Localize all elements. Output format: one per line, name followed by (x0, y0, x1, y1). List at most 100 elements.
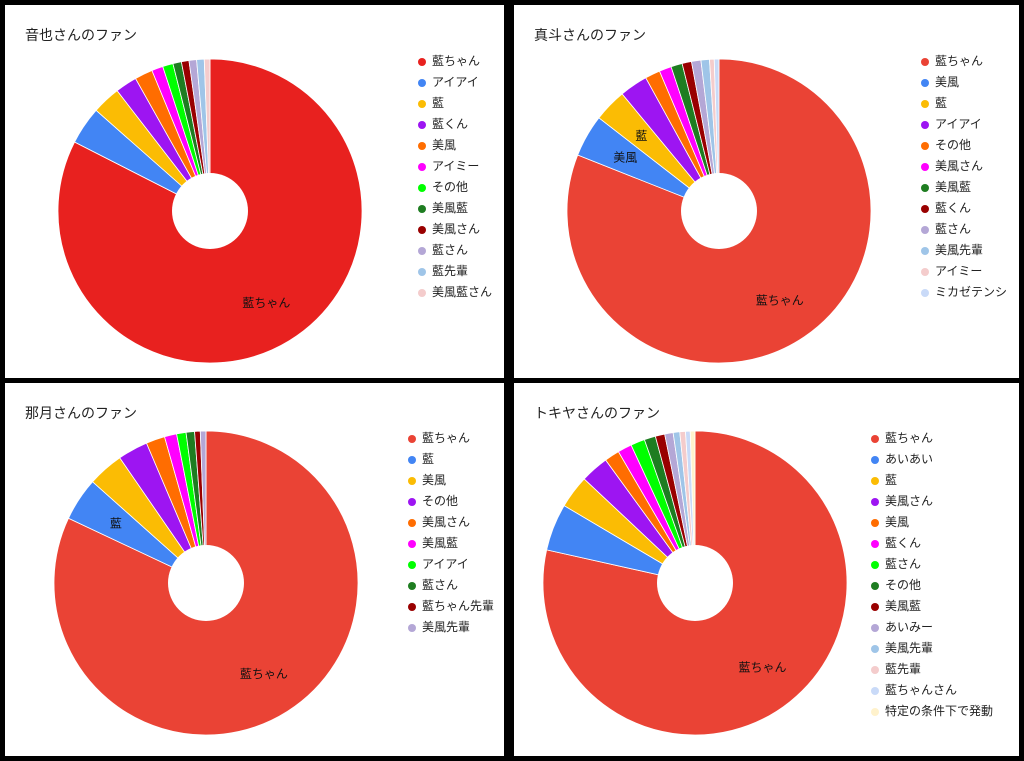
legend-item: アイアイ (408, 554, 494, 575)
legend-swatch (871, 602, 879, 611)
legend-item: 美風先輩 (921, 240, 1007, 261)
legend-swatch (408, 497, 416, 506)
legend-label: 藍さん (422, 578, 459, 592)
legend-item: 藍くん (871, 533, 993, 554)
legend-swatch (871, 497, 879, 506)
legend-swatch (921, 57, 929, 66)
legend-swatch (871, 434, 879, 443)
legend-swatch (418, 225, 426, 234)
legend-label: 藍さん (935, 222, 972, 236)
legend-item: 藍 (871, 470, 993, 491)
legend-item: 藍ちゃん先輩 (408, 596, 494, 617)
legend-item: 藍さん (408, 575, 494, 596)
legend-item: 美風先輩 (871, 638, 993, 659)
pie-chart: 藍ちゃん 藍 (53, 430, 359, 736)
legend-swatch (871, 455, 879, 464)
legend-item: 美風 (921, 72, 1007, 93)
legend-item: 美風藍 (408, 533, 494, 554)
pie-slice (713, 58, 720, 212)
legend-label: アイミー (432, 159, 480, 173)
legend-label: 美風先輩 (935, 243, 984, 257)
legend-item: 藍ちゃんさん (871, 680, 993, 701)
legend-item: その他 (408, 491, 494, 512)
legend-item: その他 (871, 575, 993, 596)
slice-label: 藍ちゃん (738, 660, 786, 674)
legend-swatch (408, 581, 416, 590)
pie-chart: 藍ちゃん 美風 藍 (566, 58, 872, 364)
legend-item: 美風さん (871, 491, 993, 512)
legend-label: その他 (432, 180, 469, 194)
legend-swatch (418, 162, 426, 171)
slice-label: 藍 (635, 129, 647, 143)
legend-swatch (418, 57, 426, 66)
legend-label: 藍くん (885, 536, 922, 550)
chart-panel-tokiya: トキヤさんのファン 藍ちゃん 藍ちゃん あいあい藍美風さん 美風 藍くん 藍さん その他美… (514, 383, 1019, 756)
legend-swatch (921, 246, 929, 255)
legend-swatch (871, 476, 879, 485)
pie-chart: 藍ちゃん (57, 58, 363, 364)
legend-item: その他 (418, 177, 492, 198)
legend-swatch (418, 141, 426, 150)
legend-label: 美風 (885, 515, 910, 529)
legend-item: 藍くん (418, 114, 492, 135)
legend-item: アイアイ (418, 72, 492, 93)
legend-item: 藍ちゃん (408, 428, 494, 449)
chart-panel-natsuki: 那月さんのファン 藍ちゃん藍 藍ちゃん藍美風 その他 美風さん 美風藍 アイアイ 藍さん藍… (5, 383, 504, 756)
pie-slice (57, 58, 363, 364)
legend-item: 美風さん (408, 512, 494, 533)
legend-label: 藍ちゃん (422, 431, 471, 445)
legend-label: 藍 (935, 96, 948, 110)
legend-label: アイミー (935, 264, 983, 278)
legend-label: 藍ちゃん (432, 54, 481, 68)
legend-swatch (921, 267, 929, 276)
legend-label: 藍さん (885, 557, 922, 571)
legend-label: 美風 (935, 75, 960, 89)
legend-item: 美風藍 (921, 177, 1007, 198)
legend-swatch (418, 120, 426, 129)
legend-label: 特定の条件下で発動 (885, 704, 994, 718)
slice-label: 藍ちゃん (242, 296, 290, 310)
legend-label: 藍さん (432, 243, 469, 257)
legend-swatch (871, 665, 879, 674)
legend-item: 美風 (418, 135, 492, 156)
legend-swatch (871, 560, 879, 569)
legend-label: ミカゼテンシ (935, 285, 1008, 299)
legend-label: 美風さん (422, 515, 471, 529)
legend-label: 美風さん (935, 159, 984, 173)
legend-label: 美風先輩 (422, 620, 471, 634)
legend-swatch (871, 623, 879, 632)
legend-swatch (871, 686, 879, 695)
legend-swatch (408, 539, 416, 548)
legend-item: 藍先輩 (418, 261, 492, 282)
legend-label: アイアイ (935, 117, 982, 131)
legend-swatch (408, 623, 416, 632)
legend-item: アイミー (418, 156, 492, 177)
legend-label: 美風 (422, 473, 447, 487)
donut-hole (172, 173, 248, 249)
legend-label: 美風藍 (422, 536, 459, 550)
legend-swatch (418, 246, 426, 255)
chart-panel-otoya: 音也さんのファン 藍ちゃん 藍ちゃん アイアイ藍藍くん 美風 アイミー その他 美風藍 美風… (5, 5, 504, 378)
chart-title: 那月さんのファン (25, 406, 137, 422)
chart-legend: 藍ちゃん アイアイ藍藍くん 美風 アイミー その他 美風藍 美風さん 藍さん 藍先輩 美風藍さん (418, 51, 492, 303)
pie-slice (542, 430, 848, 736)
legend-swatch (871, 707, 879, 716)
legend-label: 美風先輩 (885, 641, 934, 655)
slice-label: 藍 (110, 516, 122, 530)
slice-label: 藍ちゃん (756, 293, 804, 307)
legend-label: その他 (885, 578, 922, 592)
legend-item: 藍さん (418, 240, 492, 261)
legend-swatch (921, 162, 929, 171)
legend-label: 藍 (422, 452, 435, 466)
chart-title: トキヤさんのファン (534, 406, 660, 422)
legend-item: 美風先輩 (408, 617, 494, 638)
legend-swatch (418, 99, 426, 108)
legend-label: 美風 (432, 138, 457, 152)
legend-label: 藍くん (432, 117, 469, 131)
pie-slice (199, 430, 207, 584)
legend-swatch (418, 78, 426, 87)
legend-label: アイアイ (432, 75, 479, 89)
legend-swatch (418, 288, 426, 297)
legend-swatch (921, 141, 929, 150)
legend-swatch (921, 225, 929, 234)
